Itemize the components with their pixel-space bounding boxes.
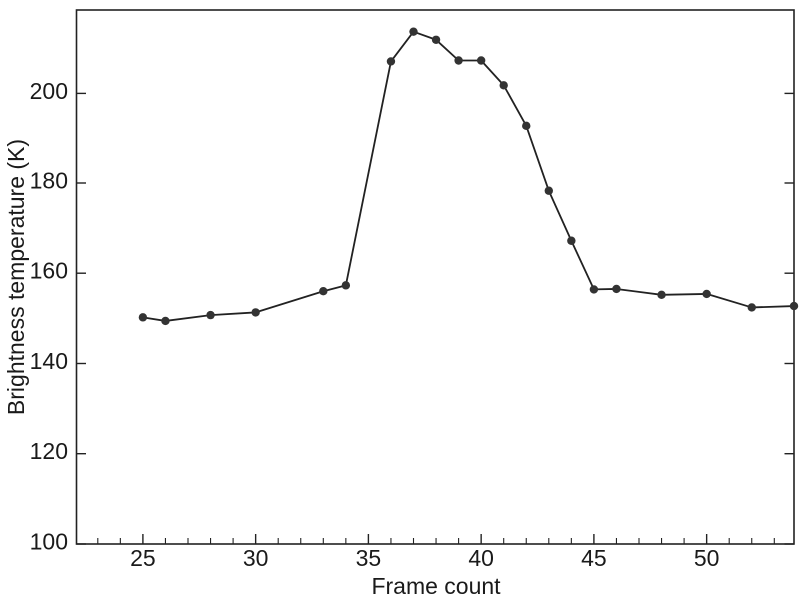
svg-text:200: 200 xyxy=(30,78,68,104)
svg-text:140: 140 xyxy=(30,348,68,374)
svg-text:25: 25 xyxy=(130,545,156,571)
svg-text:Frame count: Frame count xyxy=(371,573,501,599)
svg-text:180: 180 xyxy=(30,168,68,194)
svg-text:100: 100 xyxy=(30,529,68,555)
svg-text:160: 160 xyxy=(30,258,68,284)
svg-text:35: 35 xyxy=(356,545,382,571)
svg-text:Brightness temperature (K): Brightness temperature (K) xyxy=(3,139,29,415)
svg-text:120: 120 xyxy=(30,438,68,464)
svg-text:50: 50 xyxy=(694,545,720,571)
svg-text:40: 40 xyxy=(468,545,494,571)
svg-text:45: 45 xyxy=(581,545,607,571)
svg-text:30: 30 xyxy=(243,545,269,571)
